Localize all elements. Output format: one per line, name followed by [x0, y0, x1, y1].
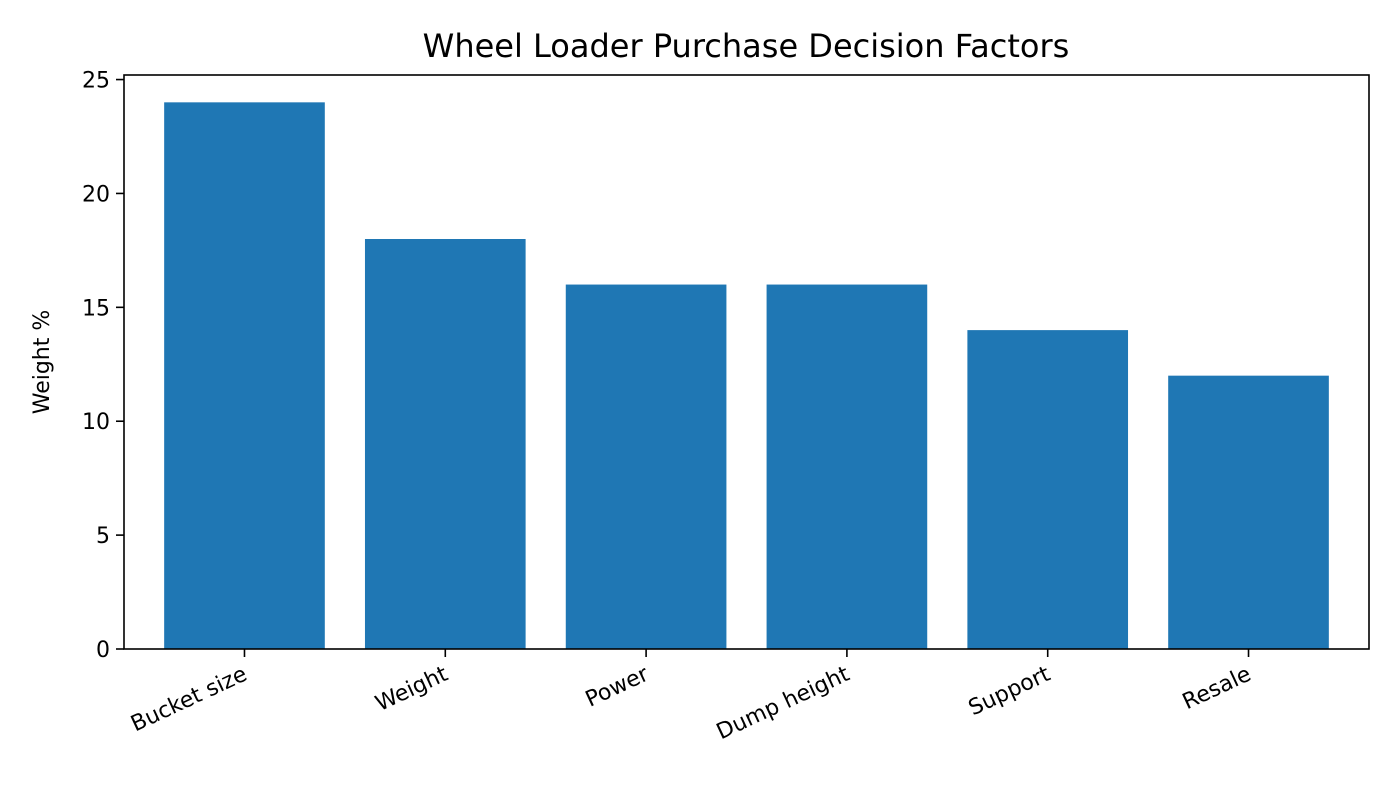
y-tick-label: 15: [82, 296, 110, 321]
bar-resale: [1168, 375, 1329, 649]
x-axis-ticks: Bucket size Weight Power Dump height Support…: [127, 649, 1255, 745]
y-tick-label: 25: [82, 69, 110, 94]
y-tick-label: 20: [82, 182, 110, 207]
bar-weight: [364, 239, 526, 649]
bar-power: [565, 284, 727, 649]
x-tick-label: Bucket size: [127, 662, 251, 737]
y-axis-label: Weight %: [30, 310, 55, 415]
x-tick-label: Dump height: [713, 662, 854, 745]
chart-title: Wheel Loader Purchase Decision Factors: [423, 27, 1070, 65]
bar-bucket-size: [164, 102, 325, 650]
bar-dump-height: [766, 284, 928, 649]
x-tick-label: Support: [965, 662, 1055, 722]
y-tick-label: 0: [96, 638, 110, 663]
y-tick-label: 5: [96, 524, 110, 549]
y-axis-ticks: 0 5 10 15 20 25: [82, 69, 124, 663]
x-tick-label: Resale: [1179, 662, 1255, 715]
x-tick-label: Power: [582, 661, 654, 712]
y-tick-label: 10: [82, 410, 110, 435]
bars: [164, 102, 1329, 650]
x-tick-label: Weight: [372, 662, 452, 717]
bar-support: [967, 330, 1129, 649]
plot-frame: [123, 74, 1370, 650]
